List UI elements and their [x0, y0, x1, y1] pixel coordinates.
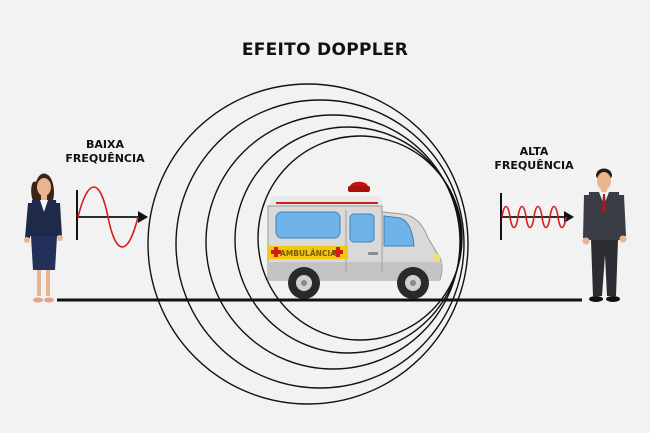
- red-cross-right-icon: [333, 247, 343, 257]
- ambulance-text: AMBULÂNCIA: [280, 249, 336, 258]
- sound-ring-1: [147, 83, 469, 405]
- sound-ring-5: [257, 135, 463, 341]
- ambulance: AMBULÂNCIA: [267, 181, 443, 299]
- high-frequency-label: ALTA FREQUÊNCIA: [494, 145, 574, 172]
- high-frequency-wave: [500, 193, 574, 240]
- sound-ring-3: [205, 114, 461, 370]
- woman-listener: [24, 173, 63, 303]
- sound-wave-rings: [147, 83, 469, 405]
- sound-ring-2: [175, 99, 465, 389]
- red-cross-left-icon: [271, 247, 281, 257]
- low-frequency-label: BAIXA FREQUÊNCIA: [65, 138, 145, 165]
- low-frequency-wave: [76, 186, 148, 248]
- diagram-title: EFEITO DOPPLER: [241, 40, 409, 60]
- sound-ring-4: [234, 126, 462, 354]
- man-listener: [582, 168, 627, 302]
- front-wheel: [397, 267, 429, 299]
- ambulance-stripe: AMBULÂNCIA: [268, 246, 348, 259]
- rear-wheel: [288, 267, 320, 299]
